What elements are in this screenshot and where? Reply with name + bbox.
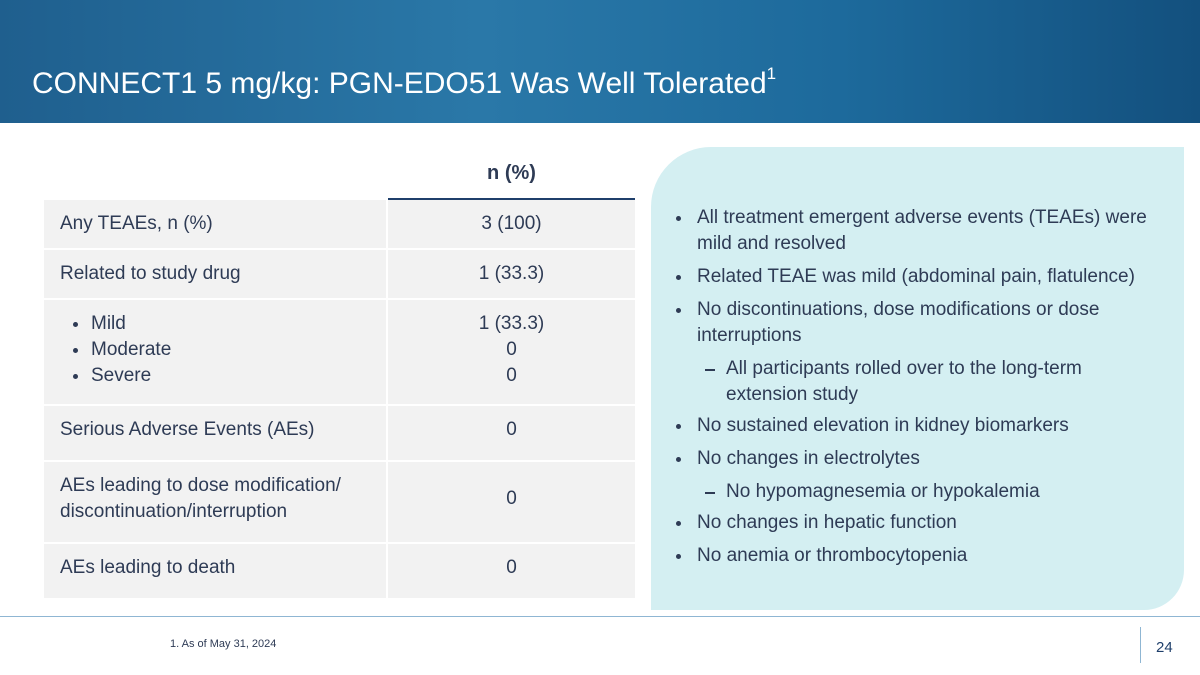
row-label: Any TEAEs, n (%) (44, 200, 388, 248)
table-row: Serious Adverse Events (AEs) 0 (44, 406, 635, 462)
row-label-group: Mild Moderate Severe (44, 300, 388, 404)
row-label: AEs leading to dose modification/ discon… (44, 462, 388, 542)
bullet: No changes in hepatic function (673, 510, 1163, 536)
row-value: 0 (506, 419, 517, 440)
footnote: 1. As of May 31, 2024 (170, 638, 277, 650)
row-label: Serious Adverse Events (AEs) (44, 406, 388, 460)
table-row: AEs leading to dose modification/ discon… (44, 462, 635, 544)
bullet: No sustained elevation in kidney biomark… (673, 413, 1163, 439)
bullet: No anemia or thrombocytopenia (673, 543, 1163, 569)
row-value-group: 1 (33.3) 0 0 (388, 300, 635, 404)
slide-title: CONNECT1 5 mg/kg: PGN-EDO51 Was Well Tol… (32, 64, 776, 101)
sub-row-label: Severe (60, 363, 386, 389)
sub-row-value: 0 (506, 365, 517, 386)
sub-bullet: No hypomagnesemia or hypokalemia (673, 479, 1163, 505)
sub-row-label: Mild (60, 311, 386, 337)
page-number: 24 (1156, 639, 1173, 656)
bullet-list: All treatment emergent adverse events (T… (673, 205, 1163, 576)
sub-row-value: 1 (33.3) (478, 313, 545, 334)
row-value: 0 (506, 557, 517, 578)
row-value: 3 (100) (481, 213, 542, 234)
row-label: Related to study drug (44, 250, 388, 298)
sub-row-value: 0 (506, 339, 517, 360)
header-rule (388, 198, 635, 200)
table-row: Mild Moderate Severe 1 (33.3) 0 0 (44, 300, 635, 406)
summary-panel: All treatment emergent adverse events (T… (651, 147, 1184, 610)
table: Any TEAEs, n (%) 3 (100) Related to study … (44, 200, 635, 600)
row-label: AEs leading to death (44, 544, 388, 598)
title-footnote-ref: 1 (766, 64, 777, 83)
bullet: All treatment emergent adverse events (T… (673, 205, 1163, 257)
table-row: AEs leading to death 0 (44, 544, 635, 600)
sub-row-label: Moderate (60, 337, 386, 363)
bullet: No changes in electrolytes (673, 446, 1163, 472)
bullet: No discontinuations, dose modifications … (673, 297, 1163, 349)
column-header: n (%) (487, 162, 536, 184)
title-text: CONNECT1 5 mg/kg: PGN-EDO51 Was Well Tol… (32, 67, 767, 100)
bullet: Related TEAE was mild (abdominal pain, f… (673, 264, 1163, 290)
row-value: 1 (33.3) (478, 263, 545, 284)
table-row: Related to study drug 1 (33.3) (44, 250, 635, 300)
row-value: 0 (506, 488, 517, 509)
footer-rule (0, 616, 1200, 617)
table-row: Any TEAEs, n (%) 3 (100) (44, 200, 635, 250)
footer-divider (1140, 627, 1141, 663)
sub-bullet: All participants rolled over to the long… (673, 356, 1163, 408)
header-band: CONNECT1 5 mg/kg: PGN-EDO51 Was Well Tol… (0, 0, 1200, 123)
